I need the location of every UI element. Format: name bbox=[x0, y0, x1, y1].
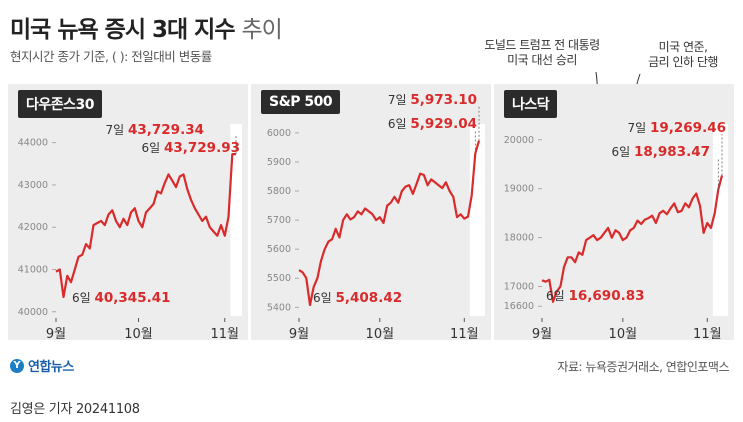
highlight-strip bbox=[469, 124, 485, 316]
y-tick-label: 41000 bbox=[18, 265, 48, 276]
annotation-day: 6일 bbox=[141, 141, 164, 155]
series-line bbox=[541, 175, 724, 303]
y-tick-label: 43000 bbox=[18, 180, 48, 191]
subtitle: 현지시간 종가 기준, ( ): 전일대비 변동률 bbox=[10, 49, 212, 64]
title-light: 추이 bbox=[241, 17, 283, 43]
data-annotation: 7일 43,729.34 bbox=[105, 122, 204, 138]
chart-sp500: 5400 5500 5600 5700 5800 5900 6000 9월 10월 11월 7일 5… bbox=[267, 92, 485, 340]
annotation-day: 6일 bbox=[611, 145, 634, 159]
x-tick-label: 10월 bbox=[366, 327, 395, 340]
y-tick-label: 5800 bbox=[267, 186, 291, 197]
y-tick-label: 20000 bbox=[504, 135, 534, 146]
data-annotation: 6일 16,690.83 bbox=[546, 288, 645, 304]
annotation-day: 6일 bbox=[72, 291, 95, 305]
x-tick-label: 10월 bbox=[609, 327, 638, 340]
annotation-day: 6일 bbox=[546, 289, 569, 303]
annotation-day: 6일 bbox=[313, 291, 336, 305]
y-tick-label: 16600 bbox=[504, 301, 534, 312]
chart-dow: 40000 41000 42000 43000 44000 9월 10월 11월 6일 43,7… bbox=[18, 122, 242, 340]
chart-panel-sp500: 5400 5500 5600 5700 5800 5900 6000 9월 10월 11월 7일 5… bbox=[251, 84, 491, 340]
y-tick-label: 5600 bbox=[267, 244, 291, 255]
annotation-value: 19,269.46 bbox=[650, 120, 726, 136]
annotation-value: 43,729.93 bbox=[164, 140, 240, 156]
y-tick-label: 6000 bbox=[267, 128, 291, 139]
highlight-strip bbox=[230, 124, 242, 316]
data-annotation: 6일 5,408.42 bbox=[313, 290, 402, 306]
y-tick-label: 19000 bbox=[504, 184, 534, 195]
source-text: 자료: 뉴욕증권거래소, 연합인포맥스 bbox=[557, 360, 729, 374]
data-annotation: 6일 40,345.41 bbox=[72, 290, 171, 306]
annotation-day: 6일 bbox=[388, 117, 411, 131]
x-tick-label: 9월 bbox=[532, 327, 552, 340]
annotation-value: 43,729.34 bbox=[128, 122, 204, 138]
y-tick-label: 42000 bbox=[18, 222, 48, 233]
annotation-day: 7일 bbox=[388, 93, 411, 107]
annotation-value: 5,408.42 bbox=[336, 290, 403, 306]
title-main: 미국 뉴욕 증시 3대 지수 bbox=[10, 17, 235, 43]
y-tick-label: 5500 bbox=[267, 273, 291, 284]
annotation-value: 16,690.83 bbox=[569, 288, 645, 304]
x-tick-label: 10월 bbox=[124, 327, 153, 340]
data-annotation: 6일 43,729.93 bbox=[141, 140, 240, 156]
y-tick-label: 5700 bbox=[267, 215, 291, 226]
annotation-value: 5,973.10 bbox=[410, 92, 477, 108]
series-line bbox=[298, 140, 481, 307]
y-tick-label: 5900 bbox=[267, 157, 291, 168]
x-tick-label: 9월 bbox=[289, 327, 309, 340]
chart-label-dow: 다우존스30 bbox=[18, 90, 103, 118]
logo-text: 연합뉴스 bbox=[28, 360, 74, 375]
annotation-fed-line1: 미국 연준, bbox=[658, 40, 708, 54]
annotation-value: 18,983.47 bbox=[634, 144, 710, 160]
annotation-day: 7일 bbox=[627, 121, 650, 135]
chart-label-nasdaq: 나스닥 bbox=[504, 90, 558, 118]
annotation-trump-line2: 미국 대선 승리 bbox=[507, 53, 577, 67]
annotation-trump-line1: 도널드 트럼프 전 대통령 bbox=[484, 38, 600, 52]
x-tick-label: 11월 bbox=[210, 327, 239, 340]
credit-text: 김영은 기자 20241108 bbox=[10, 402, 140, 417]
annotation-fed: 미국 연준, 금리 인하 단행 bbox=[628, 40, 738, 70]
y-tick-label: 5400 bbox=[267, 302, 291, 313]
annotation-day: 7일 bbox=[105, 123, 128, 137]
data-annotation: 6일 18,983.47 bbox=[611, 144, 710, 160]
annotation-fed-line2: 금리 인하 단행 bbox=[648, 55, 718, 69]
data-annotation: 7일 5,973.10 bbox=[388, 92, 477, 108]
data-annotation: 6일 5,929.04 bbox=[388, 116, 477, 132]
annotation-trump: 도널드 트럼프 전 대통령 미국 대선 승리 bbox=[462, 38, 622, 68]
page-title: 미국 뉴욕 증시 3대 지수 추이 bbox=[10, 10, 283, 44]
series-line bbox=[55, 153, 236, 299]
x-tick-label: 9월 bbox=[46, 327, 66, 340]
y-tick-label: 40000 bbox=[18, 307, 48, 318]
y-tick-label: 18000 bbox=[504, 233, 534, 244]
chart-panel-dow: 40000 41000 42000 43000 44000 9월 10월 11월 6일 43,7… bbox=[8, 84, 248, 340]
logo-icon: Y bbox=[10, 358, 24, 373]
chart-label-sp500: S&P 500 bbox=[261, 90, 341, 114]
y-tick-label: 44000 bbox=[18, 138, 48, 149]
x-tick-label: 11월 bbox=[693, 327, 722, 340]
highlight-strip bbox=[712, 124, 728, 316]
annotation-value: 40,345.41 bbox=[95, 290, 171, 306]
yonhap-logo: Y 연합뉴스 bbox=[10, 356, 74, 375]
chart-panel-nasdaq: 16600 17000 18000 19000 20000 9월 10월 11월 7일 19,2… bbox=[494, 84, 734, 340]
data-annotation: 7일 19,269.46 bbox=[627, 120, 726, 136]
chart-nasdaq: 16600 17000 18000 19000 20000 9월 10월 11월 7일 19,2… bbox=[504, 120, 728, 340]
x-tick-label: 11월 bbox=[450, 327, 479, 340]
y-tick-label: 17000 bbox=[504, 282, 534, 293]
annotation-value: 5,929.04 bbox=[410, 116, 477, 132]
